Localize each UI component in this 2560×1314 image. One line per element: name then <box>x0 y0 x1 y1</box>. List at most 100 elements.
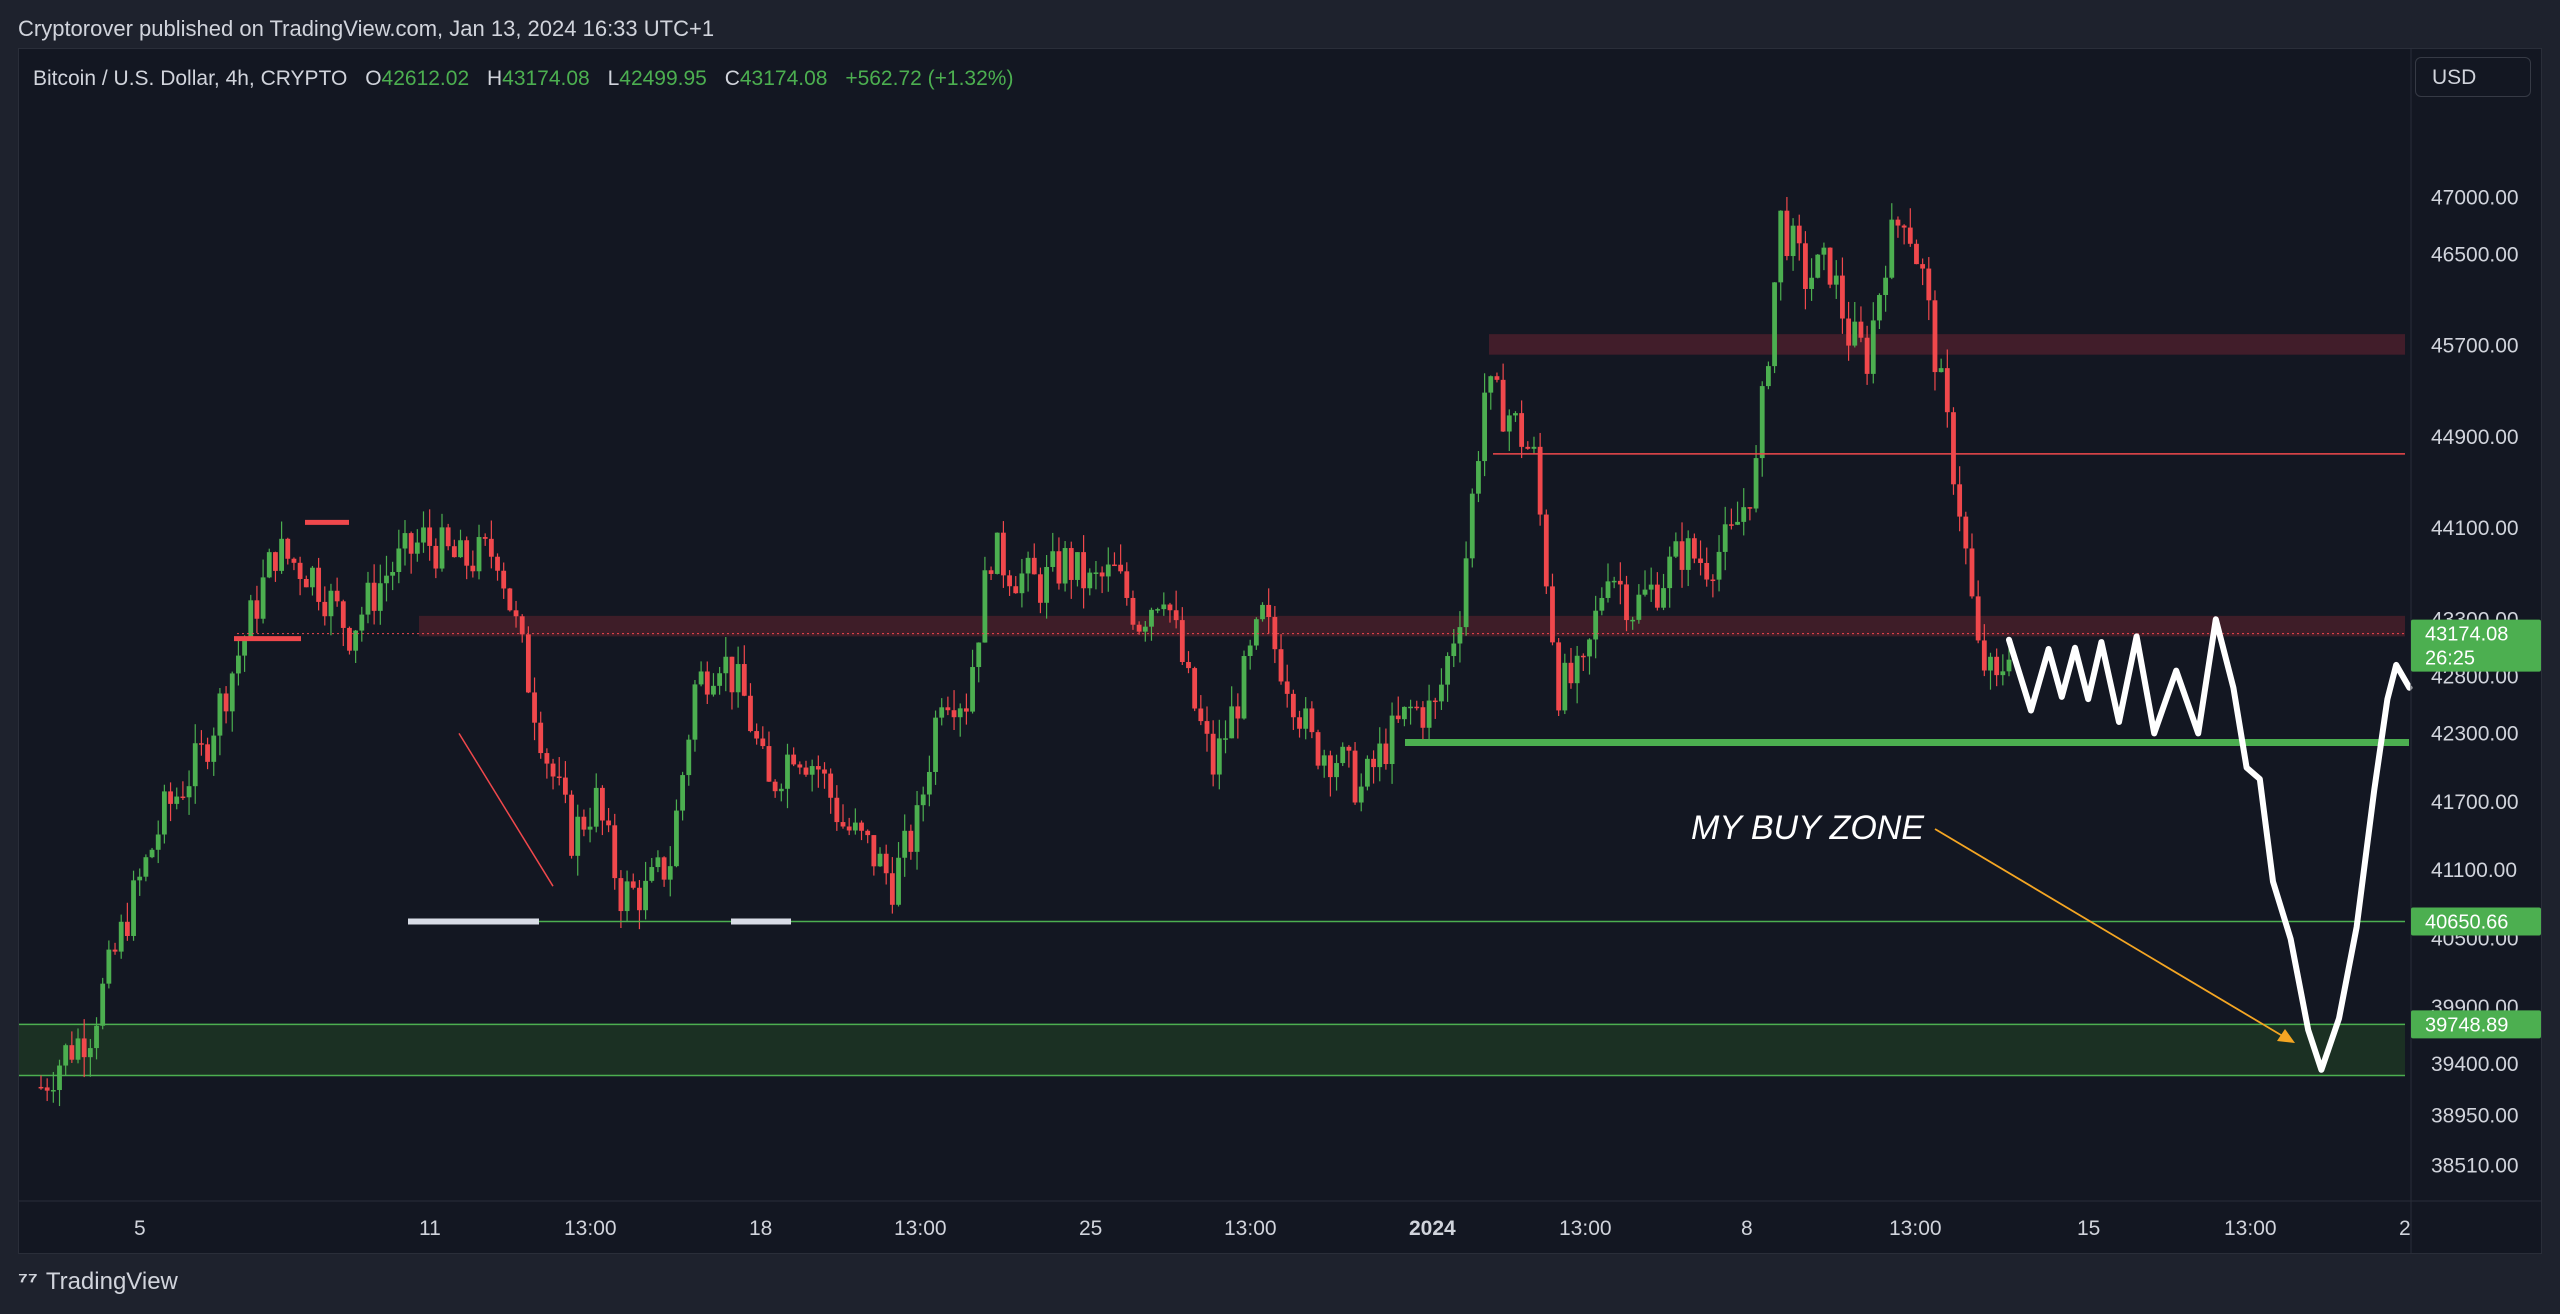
candle-body <box>760 738 766 747</box>
candle-body <box>174 796 180 804</box>
candle-body <box>624 881 630 912</box>
legend-open-label: O <box>365 67 382 90</box>
candle-body <box>871 835 877 867</box>
candle-body <box>1679 541 1685 570</box>
candle-body <box>112 949 118 952</box>
candle-body <box>322 601 328 617</box>
x-tick-label: 13:00 <box>564 1217 617 1240</box>
candle-body <box>1932 300 1938 373</box>
y-tick-label: 41100.00 <box>2431 859 2517 882</box>
candle-body <box>229 673 235 712</box>
candle-body <box>1852 321 1858 346</box>
candle-body <box>711 685 716 695</box>
candle-body <box>1469 493 1475 559</box>
candle-body <box>1506 415 1512 432</box>
candle-body <box>106 949 112 984</box>
candle-body <box>1142 626 1148 632</box>
x-tick-label: 13:00 <box>894 1217 947 1240</box>
price-chart[interactable]: MY BUY ZONE 47000.00 46500.00 45700.00 4490… <box>19 49 2541 1253</box>
candle-body <box>1722 524 1728 552</box>
candle-body <box>1642 589 1648 595</box>
chart-frame[interactable]: MY BUY ZONE 47000.00 46500.00 45700.00 4490… <box>18 48 2542 1254</box>
candle-body <box>1383 743 1389 765</box>
candle-body <box>1229 706 1235 739</box>
candle-body <box>464 540 470 566</box>
candle-body <box>772 781 778 792</box>
candle-body <box>223 693 229 712</box>
candle-body <box>1920 264 1926 269</box>
candle-body <box>741 664 747 696</box>
x-tick-label: 25 <box>1079 1217 1102 1240</box>
candle-body <box>1235 706 1241 719</box>
legend-symbol: Bitcoin / U.S. Dollar, 4h, CRYPTO <box>33 67 348 90</box>
candle-body <box>1562 662 1568 711</box>
candle-body <box>124 921 130 936</box>
candle-body <box>1494 376 1500 380</box>
candle-body <box>717 673 723 686</box>
candle-body <box>680 775 686 811</box>
candle-body <box>1371 758 1376 768</box>
candle-body <box>562 777 568 795</box>
candle-body <box>310 567 315 588</box>
candle-body <box>118 921 124 952</box>
candle-body <box>236 655 241 674</box>
candle-body <box>316 567 322 602</box>
candle-body <box>606 820 611 826</box>
x-tick-label: 15 <box>2077 1217 2100 1240</box>
candle-body <box>538 722 544 754</box>
candle-body <box>1420 707 1426 728</box>
tradingview-logo-icon: ⁷⁷ <box>18 1268 38 1295</box>
candle-body <box>1790 225 1796 257</box>
x-tick-label: 11 <box>419 1217 441 1240</box>
candle-body <box>1013 586 1019 594</box>
candle-body <box>920 794 926 806</box>
candle-body <box>643 880 648 911</box>
candle-body <box>1587 639 1592 657</box>
candle-body <box>1815 254 1821 278</box>
candle-body <box>896 857 901 905</box>
candle-body <box>735 664 741 693</box>
candle-body <box>877 853 883 867</box>
candle-body <box>87 1048 93 1058</box>
candle-body <box>532 692 537 723</box>
candle-body <box>1685 538 1691 570</box>
candle-body <box>803 767 809 775</box>
candle-body <box>519 616 525 635</box>
candle-body <box>1198 708 1204 722</box>
candle-body <box>1105 564 1111 577</box>
candle-body <box>809 766 815 775</box>
candle-body <box>569 794 574 856</box>
candle-body <box>57 1065 62 1091</box>
candle-body <box>1099 572 1105 577</box>
candle-body <box>859 822 864 831</box>
legend-high-value: 43174.08 <box>502 67 590 90</box>
legend-open-value: 42612.02 <box>381 67 470 90</box>
candle-body <box>1543 514 1549 587</box>
candle-body <box>994 532 1000 574</box>
candle-body <box>1402 706 1407 720</box>
candle-body <box>1439 684 1444 702</box>
candle-body <box>1716 551 1722 580</box>
currency-button[interactable]: USD <box>2415 57 2531 97</box>
tradingview-logo[interactable]: ⁷⁷ TradingView <box>18 1268 178 1296</box>
candle-body <box>1321 755 1327 766</box>
candle-body <box>1179 620 1185 663</box>
candle-body <box>933 717 938 772</box>
candle-body <box>957 708 963 718</box>
candle-body <box>1907 227 1913 244</box>
candle-body <box>1093 572 1099 574</box>
candle-body <box>1044 566 1049 603</box>
x-tick-label: 13:00 <box>1889 1217 1942 1240</box>
candle-body <box>766 746 772 782</box>
candle-body <box>600 787 605 821</box>
candle-body <box>1112 564 1117 567</box>
candle-body <box>914 805 920 852</box>
candle-body <box>587 826 593 830</box>
candle-body <box>939 707 945 718</box>
legend-close-value: 43174.08 <box>739 67 828 90</box>
candle-body <box>1821 247 1827 255</box>
candle-body <box>63 1045 69 1066</box>
candle-body <box>785 754 790 789</box>
candle-body <box>723 656 729 674</box>
candle-body <box>285 538 291 559</box>
